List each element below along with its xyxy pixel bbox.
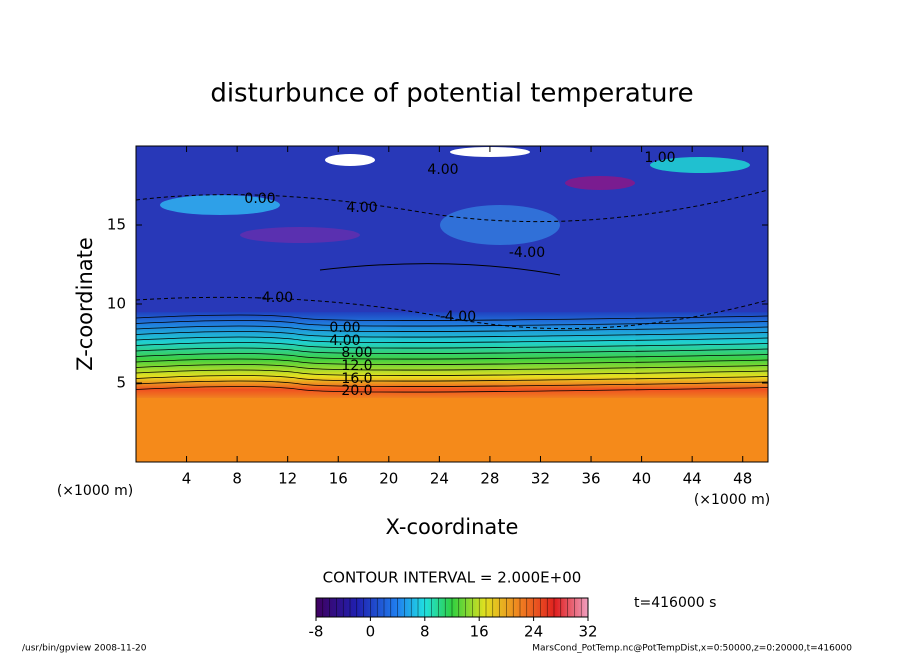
contour-line: [135, 347, 769, 354]
contour-line: [135, 336, 769, 343]
contour-line: [135, 380, 769, 387]
x-tick-label: 12: [278, 470, 297, 488]
contour-label: 12.0: [341, 358, 372, 374]
contour-line: [135, 331, 769, 338]
contour-line: [135, 320, 769, 327]
contour-label: -4.00: [440, 309, 476, 325]
x-tick-label: 16: [329, 470, 348, 488]
contour-label: 4.00: [346, 200, 377, 216]
contour-label: 8.00: [341, 345, 372, 361]
contour-line: [135, 353, 769, 360]
y-tick-label: 10: [107, 295, 126, 313]
y-axis-label: Z-coordinate: [73, 237, 97, 371]
colorbar-tick-label: 16: [470, 623, 489, 641]
contour-label: 20.0: [341, 383, 372, 399]
x-tick-label: 8: [232, 470, 242, 488]
x-tick-label: 28: [480, 470, 499, 488]
x-tick-label: 44: [683, 470, 702, 488]
x-tick-label: 24: [430, 470, 449, 488]
colorbar-tick-label: 0: [366, 623, 376, 641]
colorbar-tick-label: 32: [578, 623, 597, 641]
contour-line: [135, 358, 769, 365]
contour-label: 4.00: [427, 162, 458, 178]
colorbar-tick-label: 8: [420, 623, 430, 641]
contour-label: 1.00: [644, 150, 675, 166]
contour-interval: CONTOUR INTERVAL = 2.000E+00: [323, 569, 582, 587]
field: [135, 146, 769, 462]
colorbar-tick-label: -8: [309, 623, 324, 641]
contour-line: [135, 375, 769, 382]
x-axis-label: X-coordinate: [386, 515, 519, 539]
contour-label: 0.00: [329, 320, 360, 336]
contour-label: 4.00: [329, 333, 360, 349]
colorbar-tick-label: 24: [524, 623, 543, 641]
x-tick-label: 36: [581, 470, 600, 488]
x-tick-label: 32: [531, 470, 550, 488]
x-tick-label: 20: [379, 470, 398, 488]
x-unit: (×1000 m): [694, 492, 770, 508]
contour-label: -4.00: [257, 290, 293, 306]
x-tick-label: 4: [182, 470, 192, 488]
contour-line: [135, 386, 769, 393]
contour-line: [135, 369, 769, 376]
chart-title: disturbunce of potential temperature: [210, 79, 693, 109]
contour-line: [135, 342, 769, 349]
footer: /usr/bin/gpview 2008-11-20: [22, 644, 147, 654]
y-tick-label: 15: [107, 216, 126, 234]
contour-label: -4.00: [509, 245, 545, 261]
contour-line: [135, 364, 769, 371]
x-unit: (×1000 m): [57, 483, 133, 499]
time-label: t=416000 s: [634, 595, 716, 611]
y-tick-label: 5: [116, 374, 126, 392]
contour-label: 16.0: [341, 371, 372, 387]
footer: MarsCond_PotTemp.nc@PotTempDist,x=0:5000…: [532, 644, 852, 654]
contour-line: [135, 314, 769, 321]
contour-line: [135, 325, 769, 332]
contour-label: 0.00: [244, 191, 275, 207]
x-tick-label: 40: [632, 470, 651, 488]
x-tick-label: 48: [733, 470, 752, 488]
